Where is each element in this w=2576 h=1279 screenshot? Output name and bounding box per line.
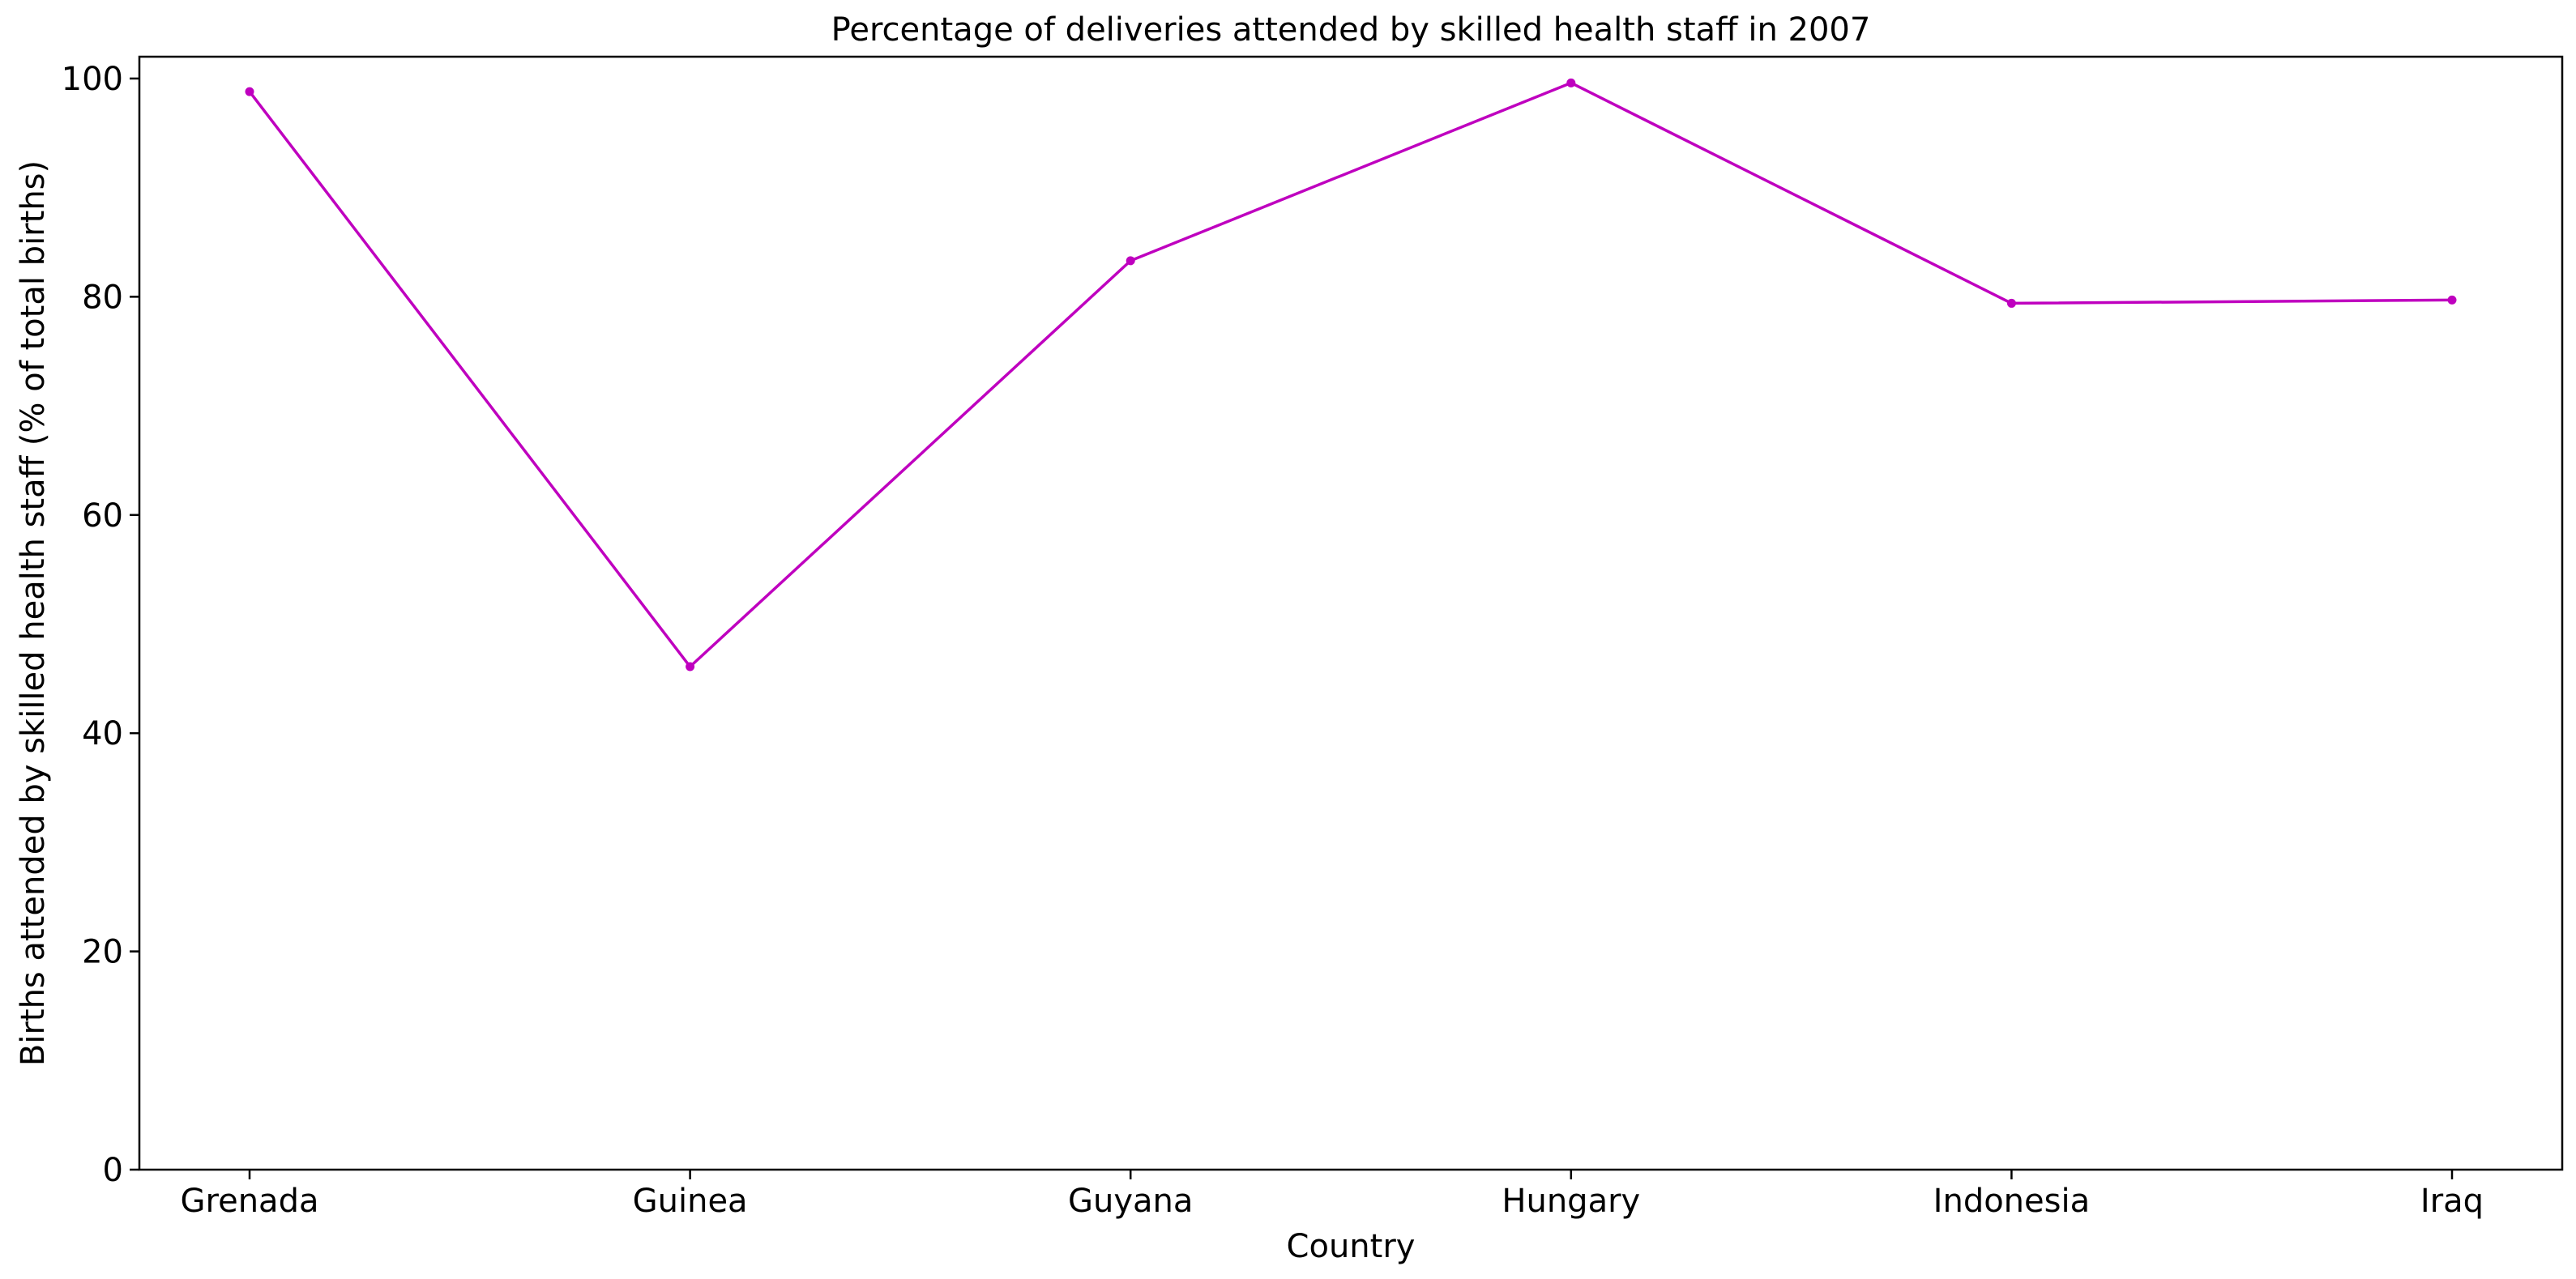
x-tick-label: Indonesia <box>1933 1183 2090 1220</box>
x-tick-label: Guinea <box>633 1183 748 1220</box>
data-point <box>2447 295 2457 305</box>
x-tick-label: Hungary <box>1502 1183 1640 1220</box>
y-tick-label: 40 <box>82 715 123 752</box>
data-point <box>2006 298 2016 308</box>
chart-title: Percentage of deliveries attended by ski… <box>831 11 1871 49</box>
x-tick-label: Grenada <box>181 1183 319 1220</box>
y-tick-label: 0 <box>103 1152 123 1189</box>
y-axis-ticks: 0 20 40 60 80 100 <box>62 61 139 1189</box>
data-point <box>1126 256 1135 266</box>
y-axis-label: Births attended by skilled health staff … <box>15 160 52 1066</box>
y-tick-label: 100 <box>62 61 123 98</box>
y-tick-label: 20 <box>82 934 123 971</box>
y-tick-label: 60 <box>82 497 123 535</box>
series-layer <box>245 78 2457 671</box>
x-axis-label: Country <box>1287 1228 1416 1265</box>
data-point <box>245 87 254 96</box>
data-point <box>686 662 695 671</box>
x-tick-label: Guyana <box>1068 1183 1193 1220</box>
x-axis-ticks: Grenada Guinea Guyana Hungary Indonesia Iraq <box>181 1170 2484 1220</box>
x-tick-label: Iraq <box>2420 1183 2484 1220</box>
data-point <box>1566 78 1576 87</box>
plot-frame <box>138 55 2564 1171</box>
series-line <box>248 81 2453 668</box>
y-tick-label: 80 <box>82 279 123 316</box>
